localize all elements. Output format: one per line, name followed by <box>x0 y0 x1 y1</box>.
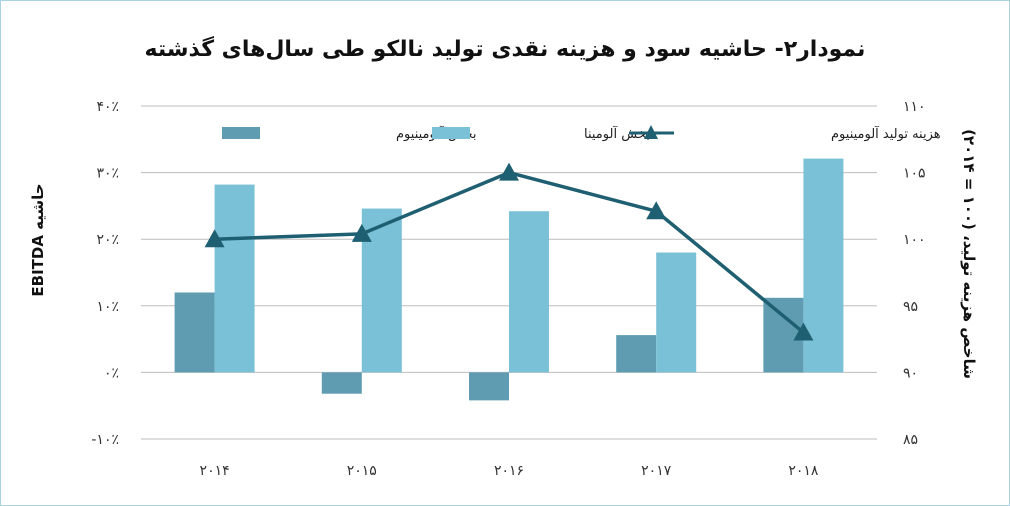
x-tick-label: ۲۰۱۸ <box>788 463 819 479</box>
y-tick-label: ۱۰٪ <box>96 299 119 315</box>
chart-title: نمودار۲- حاشیه سود و هزینه نقدی تولید نا… <box>145 35 866 62</box>
cost-point <box>351 223 372 242</box>
x-tick-label: ۲۰۱۷ <box>641 463 672 479</box>
legend-label-cost: هزینه تولید آلومینیوم <box>831 125 941 142</box>
y-axis-title: حاشیه EBITDA <box>29 183 47 296</box>
y2-tick-label: ۹۵ <box>903 299 918 315</box>
x-tick-label: ۲۰۱۴ <box>200 463 230 479</box>
y2-tick-label: ۱۱۰ <box>903 99 926 115</box>
bar-aluminium <box>321 372 362 394</box>
x-axis-ticks: ۲۰۱۴ ۲۰۱۵ ۲۰۱۶ ۲۰۱۷ ۲۰۱۸ <box>200 463 819 479</box>
x-tick-label: ۲۰۱۶ <box>494 463 524 479</box>
legend-swatch-alumina <box>432 127 470 139</box>
bar-alumina <box>214 184 255 373</box>
y-tick-label: ۰٪ <box>104 365 119 381</box>
bar-aluminium <box>174 292 215 373</box>
bar-aluminium <box>469 372 509 401</box>
y2-tick-label: ۸۵ <box>903 432 918 448</box>
y2-axis-title: شاخص هزینه تولید، (۱۰۰ = ۲۰۱۴) <box>960 129 978 379</box>
left-axis-ticks: -۱۰٪ ۰٪ ۱۰٪ ۲۰٪ ۳۰٪ ۴۰٪ <box>91 99 119 448</box>
legend-marker-cost <box>644 125 658 139</box>
x-tick-label: ۲۰۱۵ <box>347 463 377 479</box>
y-tick-label: ۲۰٪ <box>96 232 119 248</box>
legend-swatch-aluminium <box>222 127 260 139</box>
cost-point <box>793 322 814 341</box>
cost-line <box>204 162 814 341</box>
y-tick-label: ۳۰٪ <box>96 166 119 182</box>
legend-label-alumina: بخش آلومینا <box>584 125 650 142</box>
cost-point <box>204 229 225 248</box>
y2-tick-label: ۱۰۵ <box>903 166 926 182</box>
legend: بخش آلومینیوم بخش آلومینا هزینه تولید آل… <box>222 125 941 142</box>
y2-tick-label: ۹۰ <box>903 365 918 381</box>
bar-alumina <box>361 208 402 373</box>
y2-tick-label: ۱۰۰ <box>903 232 926 248</box>
bar-alumina <box>509 211 549 373</box>
y-tick-label: -۱۰٪ <box>91 432 119 448</box>
bar-alumina <box>656 252 697 373</box>
cost-point <box>646 201 667 220</box>
bar-aluminium <box>616 335 657 373</box>
right-axis-ticks: ۸۵ ۹۰ ۹۵ ۱۰۰ ۱۰۵ ۱۱۰ <box>903 99 926 448</box>
y-tick-label: ۴۰٪ <box>96 99 119 115</box>
cost-point <box>499 162 519 181</box>
bars <box>174 158 844 401</box>
